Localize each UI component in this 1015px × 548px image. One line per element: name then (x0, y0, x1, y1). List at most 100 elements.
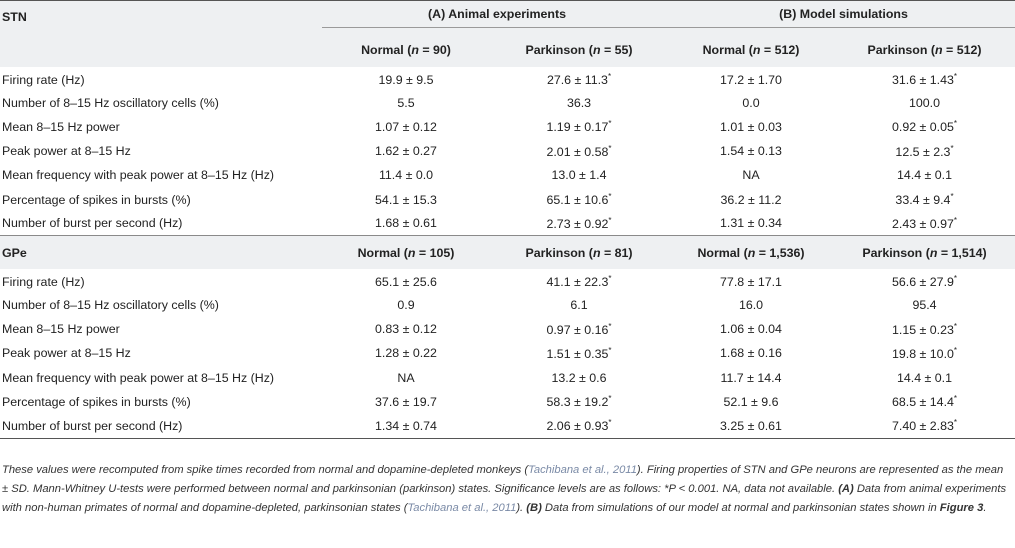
table-row: Mean frequency with peak power at 8–15 H… (0, 163, 1015, 187)
row-label: Percentage of spikes in bursts (%) (2, 192, 191, 207)
cell-value: 2.01 ± 0.58* (546, 143, 612, 159)
group-a-label: (A) Animal experiments (322, 7, 672, 28)
cell-value: 14.4 ± 0.1 (896, 168, 953, 183)
row-label: Number of 8–15 Hz oscillatory cells (%) (2, 95, 219, 110)
table-row: Peak power at 8–15 Hz 1.62 ± 0.27 2.01 ± 0… (0, 139, 1015, 163)
cell-value: 12.5 ± 2.3* (895, 143, 954, 159)
cell-value: 13.2 ± 0.6 (551, 370, 607, 385)
cell-value: 65.1 ± 25.6 (375, 274, 437, 289)
row-label: Number of burst per second (Hz) (2, 216, 183, 231)
footnote-text: . (983, 502, 987, 514)
table-row: Firing rate (Hz) 19.9 ± 9.5 27.6 ± 11.3* 17… (0, 67, 1015, 91)
cell-value: 41.1 ± 22.3* (546, 274, 612, 290)
cell-value: 1.31 ± 0.34 (720, 216, 782, 231)
cell-value: NA (742, 168, 760, 183)
gpe-header: Parkinson (n = 81) (525, 245, 633, 260)
group-header-row: STN (A) Animal experiments (B) Model sim… (0, 0, 1015, 34)
cell-value: 1.07 ± 0.12 (375, 119, 437, 134)
footnote-text: Data from animal experiments with non-hu… (2, 483, 1007, 514)
gpe-section-title: GPe (2, 245, 27, 260)
cell-value: 0.9 (397, 298, 415, 313)
group-b-header: (B) Model simulations (668, 1, 1015, 34)
table-row: Percentage of spikes in bursts (%) 54.1 ±… (0, 187, 1015, 211)
citation-link[interactable]: Tachibana et al., 2011 (407, 502, 517, 514)
table-row: Number of 8–15 Hz oscillatory cells (%) 0… (0, 293, 1015, 317)
cell-value: 100.0 (909, 95, 941, 110)
stn-rows: Firing rate (Hz) 19.9 ± 9.5 27.6 ± 11.3* 17… (0, 67, 1015, 236)
cell-value: 54.1 ± 15.3 (375, 192, 437, 207)
row-label: Mean frequency with peak power at 8–15 H… (2, 168, 275, 183)
footnote-text: ). (516, 502, 527, 514)
table-row: Firing rate (Hz) 65.1 ± 25.6 41.1 ± 22.3* 7… (0, 269, 1015, 293)
cell-value: 1.28 ± 0.22 (375, 346, 437, 361)
footnote-label-b: (B) (526, 502, 542, 514)
cell-value: 37.6 ± 19.7 (375, 394, 437, 409)
cell-value: 0.83 ± 0.12 (375, 322, 437, 337)
row-label: Mean frequency with peak power at 8–15 H… (2, 370, 275, 385)
cell-value: 0.92 ± 0.05* (891, 119, 958, 135)
cell-value: 1.34 ± 0.74 (375, 418, 437, 433)
results-table: STN (A) Animal experiments (B) Model sim… (0, 0, 1015, 439)
footnote-label-a: (A) (838, 483, 854, 495)
stn-header: Normal (n = 90) (361, 43, 451, 57)
row-label: Firing rate (Hz) (2, 274, 85, 289)
cell-value: 14.4 ± 0.1 (896, 370, 953, 385)
cell-value: 31.6 ± 1.43* (891, 72, 958, 88)
footnote-text: ). Firing properties of STN and GPe neur… (2, 464, 1004, 495)
cell-value: 58.3 ± 19.2* (546, 394, 612, 410)
stn-header: Normal (n = 512) (702, 43, 800, 57)
cell-value: 36.2 ± 11.2 (720, 192, 782, 207)
cell-value: 11.7 ± 14.4 (720, 370, 782, 385)
cell-value: 27.6 ± 11.3* (546, 72, 612, 88)
cell-value: 65.1 ± 10.6* (546, 191, 612, 208)
cell-value: 33.4 ± 9.4* (895, 191, 954, 208)
figure-reference[interactable]: Figure 3 (939, 502, 984, 514)
cell-value: 0.97 ± 0.16* (546, 321, 612, 337)
cell-value: 68.5 ± 14.4* (891, 394, 958, 410)
cell-value: 5.5 (397, 95, 415, 110)
gpe-header: Normal (n = 1,536) (697, 245, 805, 260)
cell-value: 1.19 ± 0.17* (546, 119, 612, 135)
cell-value: 16.0 (738, 298, 764, 313)
row-label: Percentage of spikes in bursts (%) (2, 394, 191, 409)
table-row: Number of 8–15 Hz oscillatory cells (%) 5… (0, 91, 1015, 115)
group-b-label: (B) Model simulations (668, 7, 1015, 28)
cell-value: 0.0 (742, 95, 760, 110)
row-label: Mean 8–15 Hz power (2, 322, 120, 337)
stn-header: Parkinson (n = 55) (525, 43, 633, 57)
cell-value: 36.3 (566, 95, 592, 110)
row-label: Peak power at 8–15 Hz (2, 144, 131, 159)
cell-value: 3.25 ± 0.61 (720, 418, 782, 433)
citation-link[interactable]: Tachibana et al., 2011 (528, 464, 637, 476)
cell-value: 1.68 ± 0.16 (720, 346, 782, 361)
cell-value: 19.9 ± 9.5 (378, 72, 434, 87)
gpe-header: Parkinson (n = 1,514) (862, 245, 987, 260)
gpe-column-header-row: GPe Normal (n = 105) Parkinson (n = 81) … (0, 235, 1015, 269)
table-row: Peak power at 8–15 Hz 1.28 ± 0.22 1.51 ± 0… (0, 341, 1015, 365)
table-row: Mean 8–15 Hz power 0.83 ± 0.12 0.97 ± 0.16… (0, 317, 1015, 341)
gpe-header: Normal (n = 105) (357, 245, 455, 260)
row-label: Peak power at 8–15 Hz (2, 346, 131, 361)
cell-value: 17.2 ± 1.70 (720, 72, 782, 87)
row-label: Mean 8–15 Hz power (2, 119, 120, 134)
cell-value: NA (397, 370, 415, 385)
cell-value: 6.1 (570, 298, 588, 313)
group-a-header: (A) Animal experiments (322, 1, 672, 34)
cell-value: 77.8 ± 17.1 (720, 274, 782, 289)
table-row: Percentage of spikes in bursts (%) 37.6 ±… (0, 390, 1015, 414)
cell-value: 1.68 ± 0.61 (375, 216, 437, 231)
cell-value: 52.1 ± 9.6 (723, 394, 779, 409)
cell-value: 2.43 ± 0.97* (891, 215, 958, 232)
cell-value: 1.51 ± 0.35* (546, 345, 612, 362)
footnote-text: These values were recomputed from spike … (2, 464, 529, 476)
table-row: Mean 8–15 Hz power 1.07 ± 0.12 1.19 ± 0.17… (0, 115, 1015, 139)
cell-value: 19.8 ± 10.0* (891, 345, 958, 362)
stn-header: Parkinson (n = 512) (867, 43, 982, 57)
cell-value: 56.6 ± 27.9* (891, 274, 958, 290)
cell-value: 2.73 ± 0.92* (546, 215, 612, 232)
cell-value: 1.62 ± 0.27 (375, 144, 437, 159)
cell-value: 1.15 ± 0.23* (891, 321, 958, 337)
cell-value: 13.0 ± 1.4 (551, 168, 607, 183)
cell-value: 7.40 ± 2.83* (891, 418, 958, 434)
